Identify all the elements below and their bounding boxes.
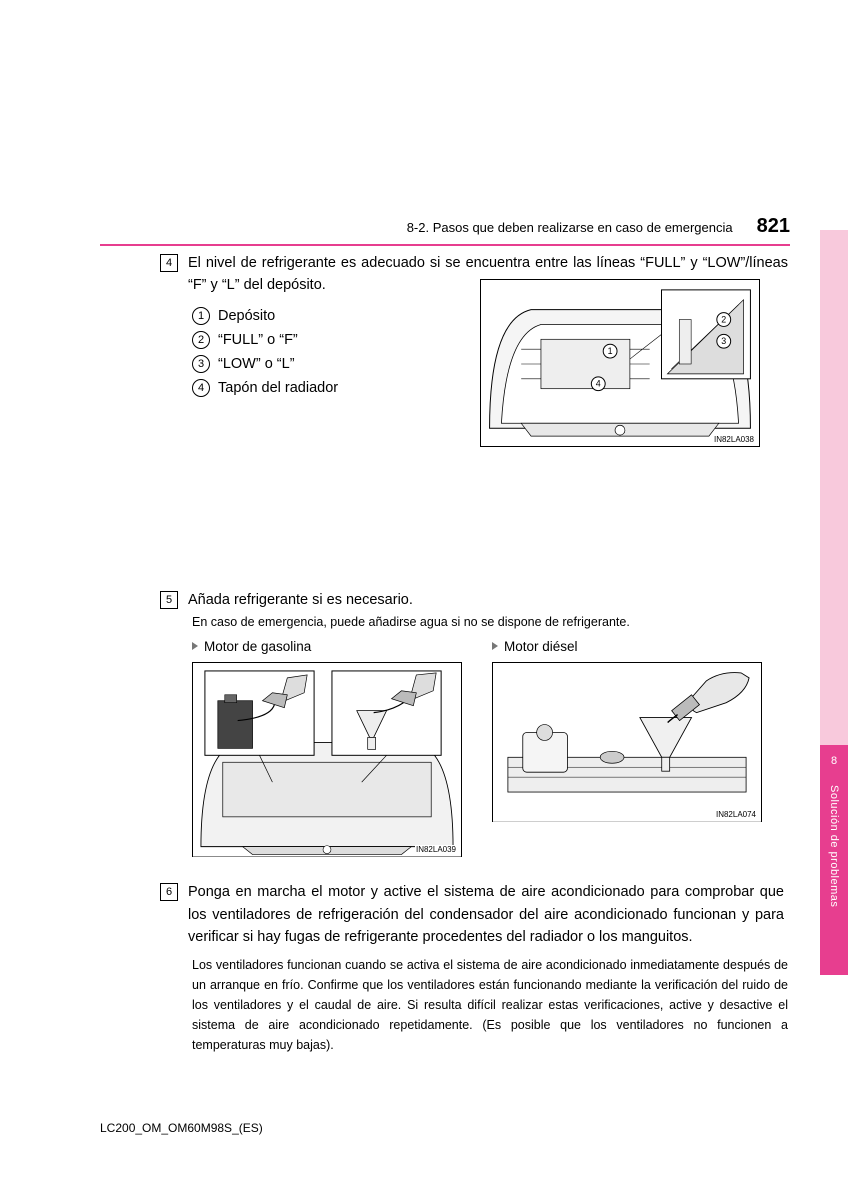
callout-label: Depósito	[218, 308, 275, 324]
figure-code: IN82LA074	[715, 810, 757, 819]
svg-text:1: 1	[608, 346, 613, 356]
side-tab-light	[820, 230, 848, 745]
section-header: 8-2. Pasos que deben realizarse en caso …	[407, 220, 733, 235]
page-number: 821	[757, 215, 790, 238]
figure-code: IN82LA039	[415, 845, 457, 854]
callout-label: “LOW” o “L”	[218, 356, 295, 372]
triangle-icon	[192, 642, 198, 650]
engine-gasoline-col: Motor de gasolina	[192, 639, 462, 857]
svg-text:2: 2	[721, 314, 726, 324]
side-tab-chapter: 8 Solución de problemas	[820, 745, 848, 975]
callout-circle: 3	[192, 355, 210, 373]
step-number-box: 5	[160, 591, 178, 609]
chapter-title: Solución de problemas	[828, 785, 840, 907]
engine-diesel-col: Motor diésel	[492, 639, 762, 857]
step-5-text: Añada refrigerante si es necesario.	[188, 589, 413, 611]
step-6-text: Ponga en marcha el motor y active el sis…	[188, 881, 784, 948]
callout-circle: 1	[192, 307, 210, 325]
page-content: 8-2. Pasos que deben realizarse en caso …	[100, 215, 790, 1055]
chapter-number: 8	[820, 745, 848, 767]
figure-code: IN82LA038	[713, 435, 755, 444]
engine-diesel-label: Motor diésel	[492, 639, 762, 654]
svg-text:3: 3	[721, 336, 726, 346]
page-header: 8-2. Pasos que deben realizarse en caso …	[100, 215, 790, 238]
footer-code: LC200_OM_OM60M98S_(ES)	[100, 1121, 263, 1135]
figure-gasoline: IN82LA039	[192, 662, 462, 857]
step-5-subnote: En caso de emergencia, puede añadirse ag…	[192, 615, 762, 629]
callout-label: “FULL” o “F”	[218, 332, 298, 348]
figure-engine-bay: 1 2 3 4 IN82LA038	[480, 279, 760, 447]
header-rule	[100, 244, 790, 246]
triangle-icon	[492, 642, 498, 650]
step-6-note: Los ventiladores funcionan cuando se act…	[192, 955, 788, 1055]
callout-circle: 2	[192, 331, 210, 349]
engine-gasoline-label: Motor de gasolina	[192, 639, 462, 654]
label-text: Motor de gasolina	[204, 639, 311, 654]
step-number-box: 4	[160, 254, 178, 272]
figure-diesel: IN82LA074	[492, 662, 762, 822]
label-text: Motor diésel	[504, 639, 578, 654]
svg-text:4: 4	[596, 379, 601, 389]
callout-label: Tapón del radiador	[218, 380, 338, 396]
step-number-box: 6	[160, 883, 178, 901]
callout-circle: 4	[192, 379, 210, 397]
step-5: 5 Añada refrigerante si es necesario.	[160, 589, 790, 611]
engine-figures-row: Motor de gasolina	[192, 639, 762, 857]
step-6: 6 Ponga en marcha el motor y active el s…	[160, 881, 790, 948]
